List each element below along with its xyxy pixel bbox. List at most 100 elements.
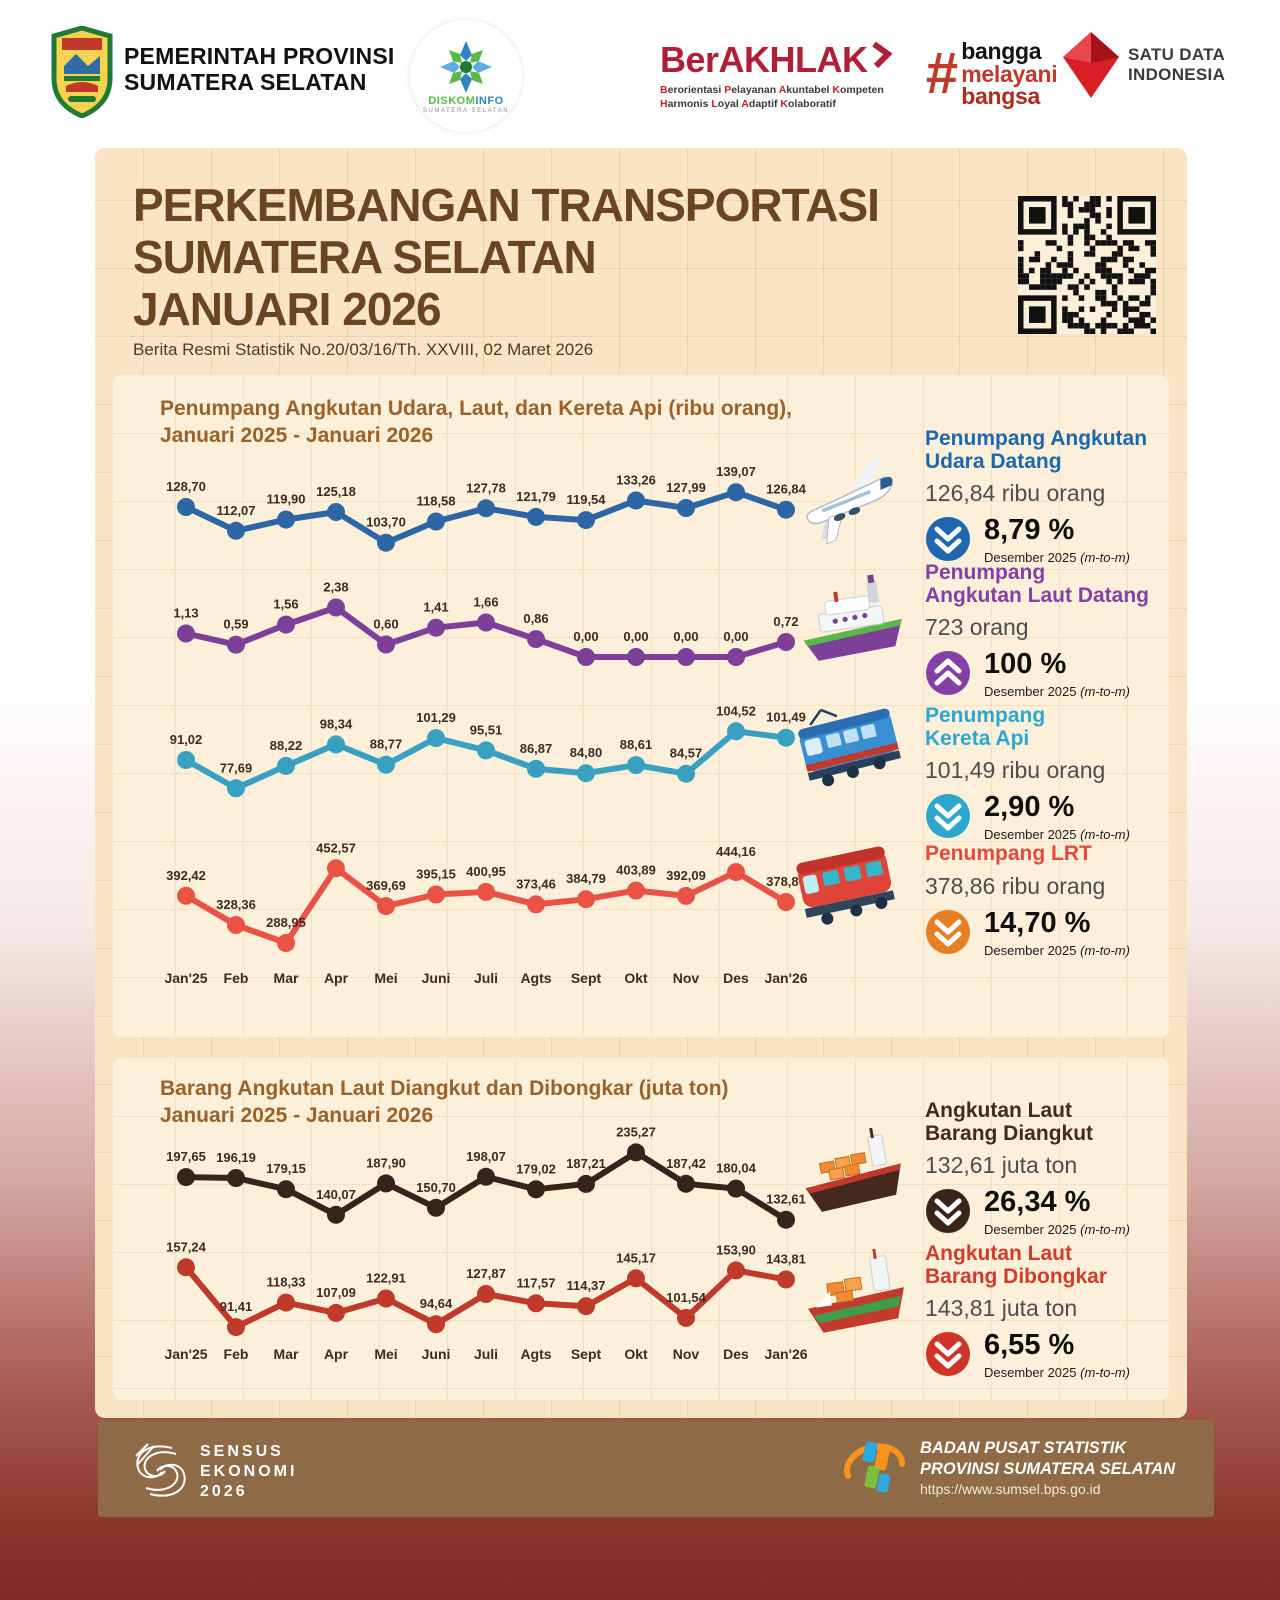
month-label: Okt <box>624 970 648 986</box>
diskominfo-logo: DISKOMINFO SUMATERA SELATAN <box>410 20 522 132</box>
bps-line2: PROVINSI SUMATERA SELATAN <box>920 1460 1176 1479</box>
svg-text:121,79: 121,79 <box>516 489 556 504</box>
airplane-icon <box>806 458 893 545</box>
cargo-chart-title-line1: Barang Angkutan Laut Diangkut dan Dibong… <box>160 1077 729 1100</box>
svg-text:126,84: 126,84 <box>766 482 807 497</box>
svg-text:104,52: 104,52 <box>716 703 756 718</box>
svg-text:1,13: 1,13 <box>173 606 198 621</box>
bps-logo <box>843 1441 906 1493</box>
stat-lrt-caption: Desember 2025 (m-to-m) <box>984 942 1130 958</box>
svg-text:91,02: 91,02 <box>170 732 203 747</box>
berakhlak-logo: BerAKHLAK Berorientasi Pelayanan Akuntab… <box>660 42 920 111</box>
sensus-line2: EKONOMI <box>200 1463 298 1480</box>
month-label: Jan'25 <box>164 1346 208 1362</box>
passenger-chart-title: Penumpang Angkutan Udara, Laut, dan Kere… <box>160 396 792 450</box>
svg-text:98,34: 98,34 <box>320 716 353 731</box>
svg-text:452,57: 452,57 <box>316 840 356 855</box>
svg-text:400,95: 400,95 <box>466 864 506 879</box>
svg-text:157,24: 157,24 <box>166 1239 207 1254</box>
svg-text:143,81: 143,81 <box>766 1252 806 1267</box>
svg-text:235,27: 235,27 <box>616 1124 656 1139</box>
cargo-chart-title-line2: Januari 2025 - Januari 2026 <box>160 1103 434 1127</box>
bps-text: BADAN PUSAT STATISTIK PROVINSI SUMATERA … <box>920 1438 1175 1497</box>
month-label: Feb <box>223 1346 249 1362</box>
line-series-penumpang-angkutan-udara: 128,70 112,07 119,90 125,18 103,70 118,58 127,… <box>166 464 807 552</box>
svg-text:122,91: 122,91 <box>366 1271 406 1286</box>
stat-title-line2: Barang Diangkut <box>925 1121 1094 1145</box>
page-title-line3: JANUARI 2026 <box>133 282 442 335</box>
stat-lrt: Penumpang LRT 378,86 ribu orang 14,70 % … <box>925 842 1177 958</box>
svg-text:373,46: 373,46 <box>516 876 556 891</box>
svg-text:179,02: 179,02 <box>516 1161 556 1176</box>
gov-name-line1: PEMERINTAH PROVINSI <box>124 43 395 69</box>
satu-data-diamond-icon <box>1063 32 1119 98</box>
svg-text:0,72: 0,72 <box>773 614 798 629</box>
svg-text:127,87: 127,87 <box>466 1266 506 1281</box>
month-label: Juni <box>421 970 451 986</box>
svg-text:84,57: 84,57 <box>670 746 703 761</box>
stat-title-line1: Penumpang LRT <box>925 842 1092 865</box>
svg-text:112,07: 112,07 <box>216 503 255 518</box>
arrow-down-circle-icon <box>925 1331 971 1377</box>
svg-text:114,37: 114,37 <box>566 1278 605 1293</box>
svg-text:103,70: 103,70 <box>366 515 406 530</box>
month-label: Okt <box>624 1346 648 1362</box>
svg-text:132,61: 132,61 <box>766 1192 806 1207</box>
svg-text:0,86: 0,86 <box>523 611 548 626</box>
month-label: Apr <box>323 1346 349 1362</box>
month-label: Mar <box>273 970 299 986</box>
svg-text:1,56: 1,56 <box>273 597 298 612</box>
svg-text:86,87: 86,87 <box>520 741 553 756</box>
berakhlak-sub-line1: Berorientasi Pelayanan Akuntabel Kompete… <box>660 84 884 96</box>
svg-text:392,42: 392,42 <box>166 868 206 883</box>
stat-diangkut-title: Angkutan Laut Barang Diangkut <box>925 1099 1177 1145</box>
ferry-ship-icon <box>803 574 902 661</box>
month-label: Agts <box>520 970 552 986</box>
stat-dibongkar-percent: 6,55 % <box>984 1329 1075 1362</box>
svg-text:91,41: 91,41 <box>220 1299 253 1314</box>
month-label: Nov <box>672 970 700 986</box>
berakhlak-subtitle: Berorientasi Pelayanan Akuntabel Kompete… <box>660 83 920 111</box>
stat-title-line2: Kereta Api <box>925 726 1030 750</box>
stat-diangkut: Angkutan Laut Barang Diangkut 132,61 jut… <box>925 1099 1177 1238</box>
svg-text:153,90: 153,90 <box>716 1242 756 1257</box>
cargo-ship-diangkut-icon <box>805 1127 901 1212</box>
satu-data-logo: SATU DATA INDONESIA <box>1062 30 1225 100</box>
train-icon <box>798 708 901 787</box>
stat-title-line2: Udara Datang <box>925 449 1062 473</box>
month-label: Sept <box>570 970 602 986</box>
berakhlak-arrow-icon <box>871 42 892 68</box>
svg-text:125,18: 125,18 <box>316 484 356 499</box>
stat-udara-caption: Desember 2025 (m-to-m) <box>984 550 1130 566</box>
svg-text:118,33: 118,33 <box>266 1275 305 1290</box>
svg-text:128,70: 128,70 <box>166 479 206 494</box>
line-series-penumpang-angkutan-laut: 1,13 0,59 1,56 2,38 0,60 1,41 1,66 0,86 0,00 0,00… <box>173 580 799 666</box>
svg-text:187,21: 187,21 <box>566 1156 606 1171</box>
line-series-penumpang-lrt: 392,42 328,36 288,95 452,57 369,69 395,15 400,… <box>166 840 806 952</box>
berakhlak-title: BerAKHLAK <box>660 39 868 80</box>
stat-udara-percent: 8,79 % <box>984 514 1075 547</box>
stat-laut-percent: 100 % <box>984 648 1067 681</box>
month-label: Mei <box>374 1346 398 1362</box>
stat-kereta-caption: Desember 2025 (m-to-m) <box>984 827 1130 843</box>
berakhlak-sub-line2: Harmonis Loyal Adaptif Kolaboratif <box>660 98 836 111</box>
svg-text:1,41: 1,41 <box>423 600 448 615</box>
diskominfo-name: DISKOMINFO <box>428 95 503 107</box>
svg-text:444,16: 444,16 <box>716 844 756 859</box>
svg-text:0,00: 0,00 <box>573 629 598 644</box>
svg-text:179,15: 179,15 <box>266 1161 306 1176</box>
arrow-down-circle-icon <box>925 793 971 839</box>
gov-name-line2: SUMATERA SELATAN <box>124 68 367 95</box>
stat-dibongkar: Angkutan Laut Barang Dibongkar 143,81 ju… <box>925 1242 1177 1380</box>
diskominfo-name-1: DISKOM <box>428 94 476 107</box>
month-label: Jan'26 <box>764 1346 808 1362</box>
month-label: Des <box>723 1346 749 1362</box>
passenger-section-panel <box>113 375 1169 1037</box>
stat-udara: Penumpang Angkutan Udara Datang 126,84 r… <box>925 427 1177 566</box>
month-label: Juli <box>473 970 499 986</box>
bps-url[interactable]: https://www.sumsel.bps.go.id <box>920 1480 1101 1497</box>
stat-diangkut-caption: Desember 2025 (m-to-m) <box>984 1222 1130 1238</box>
month-label: Jan'25 <box>164 970 208 986</box>
svg-text:0,00: 0,00 <box>623 629 648 644</box>
